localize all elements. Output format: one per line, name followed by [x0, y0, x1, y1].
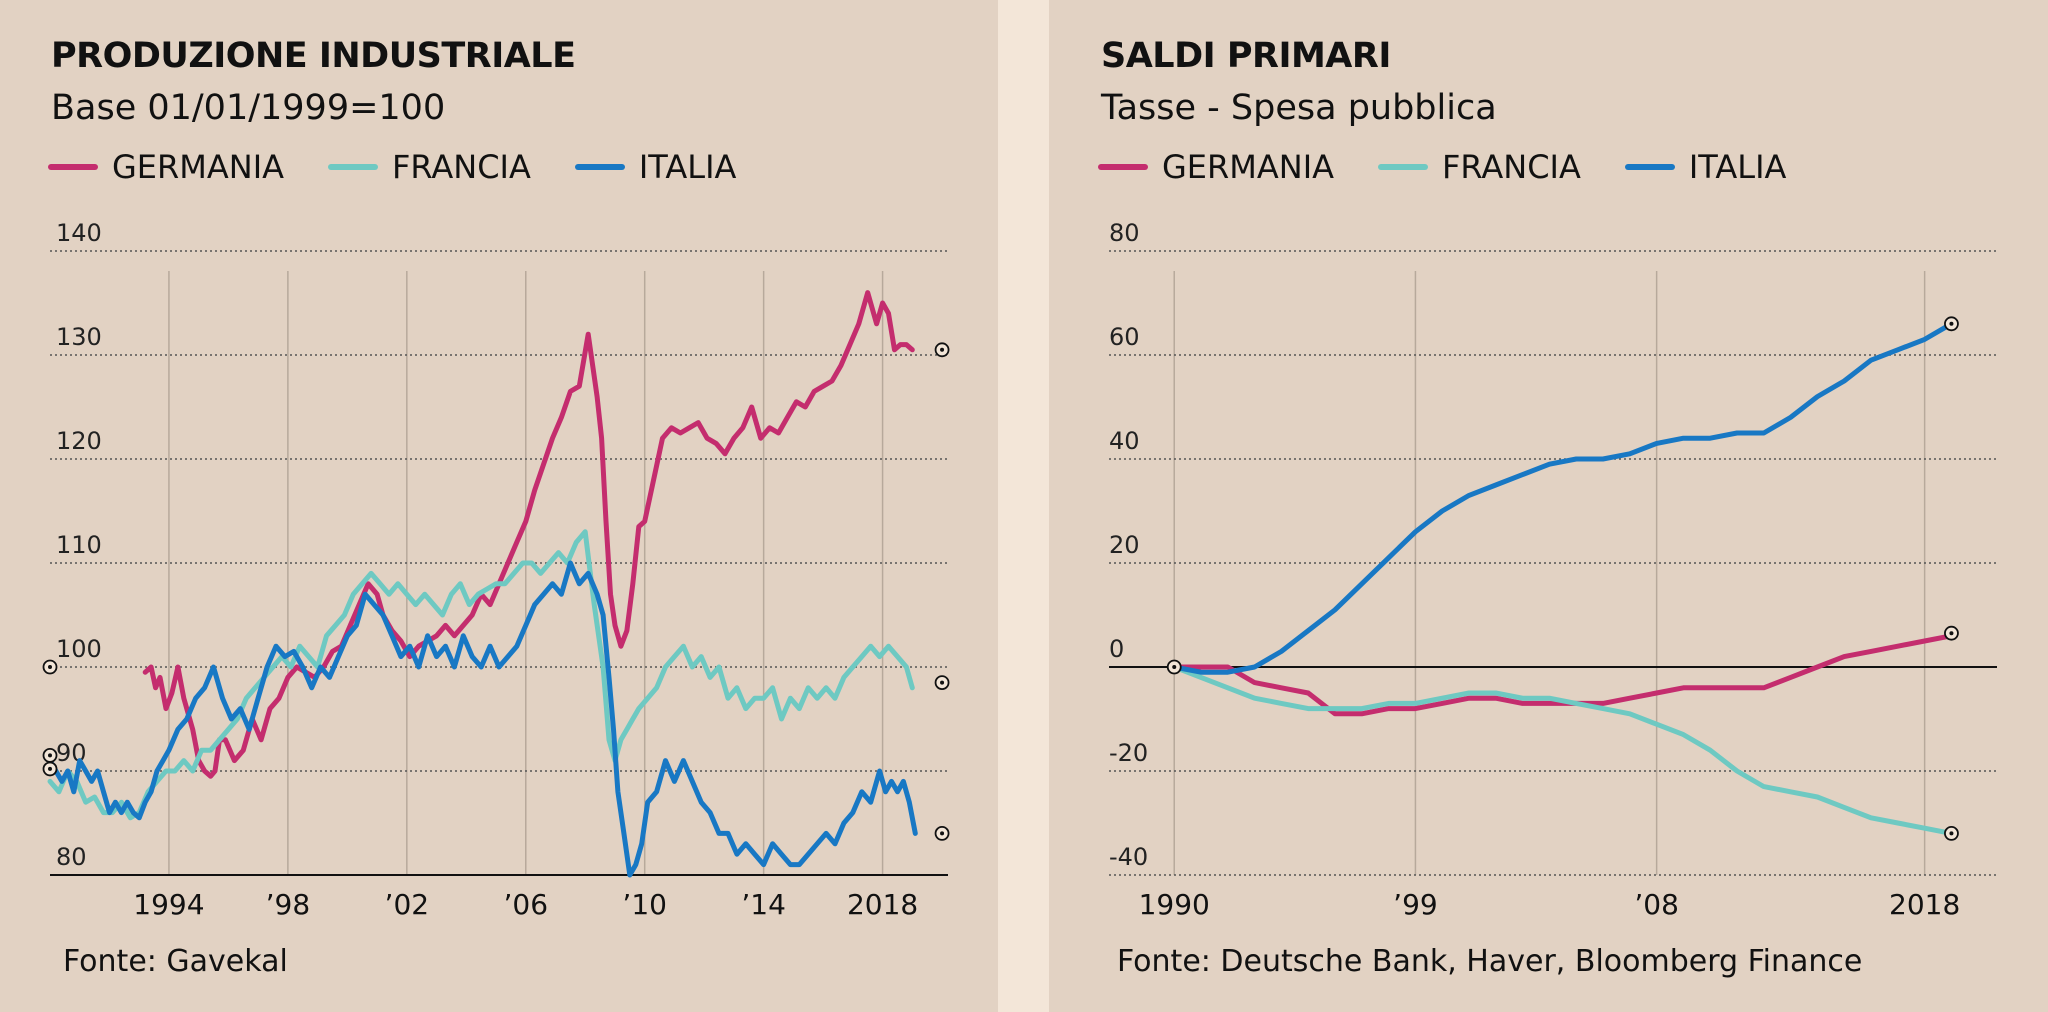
primary-balance-chart: 80 60 40 20 0 -20 -40 1990 ’99 ’08 2018 [1109, 219, 1997, 921]
series-line-germania [142, 290, 915, 779]
x-tick-label: ’08 [1634, 888, 1679, 921]
legend-swatch-germania [48, 164, 98, 170]
y-tick-label: 60 [1109, 323, 1140, 351]
end-marker-dot [48, 665, 52, 669]
legend: GERMANIA FRANCIA ITALIA [48, 147, 780, 187]
y-tick-label: 40 [1109, 427, 1140, 455]
series-line-francia [1171, 664, 1954, 836]
y-tick-label: -40 [1109, 843, 1148, 871]
chart-subtitle: Tasse - Spesa pubblica [1101, 88, 1497, 128]
series-line-francia [47, 529, 915, 821]
x-tick-label: 1990 [1139, 888, 1210, 921]
end-marker-dot [940, 347, 945, 352]
right-panel: SALDI PRIMARI Tasse - Spesa pubblica GER… [1049, 0, 2048, 1012]
y-tick-label: -20 [1109, 739, 1148, 767]
legend-label-germania: GERMANIA [1162, 148, 1335, 186]
legend-item-germania: GERMANIA [1098, 148, 1334, 186]
chart-source: Fonte: Gavekal [63, 944, 288, 979]
x-tick-label: ’98 [266, 888, 311, 921]
y-tick-label: 130 [56, 323, 102, 351]
end-marker-dot [1949, 321, 1954, 326]
legend-label-italia: ITALIA [638, 148, 737, 186]
legend-label-francia: FRANCIA [392, 148, 531, 186]
x-tick-label: ’06 [503, 888, 548, 921]
end-marker-dot [48, 766, 52, 771]
end-marker-dot [1949, 831, 1954, 836]
y-tick-label: 110 [56, 531, 102, 559]
legend-label-italia: ITALIA [1688, 148, 1787, 186]
end-marker-dot [940, 831, 945, 836]
legend-swatch-italia [1624, 164, 1675, 170]
chart-subtitle: Base 01/01/1999=100 [51, 88, 446, 128]
legend-swatch-germania [1098, 164, 1148, 170]
legend-swatch-francia [1378, 164, 1429, 170]
legend-item-germania: GERMANIA [48, 148, 284, 186]
legend-item-francia: FRANCIA [1378, 148, 1581, 186]
x-tick-label: 1994 [133, 888, 204, 921]
end-marker-dot [48, 753, 52, 758]
x-tick-label: ’14 [741, 888, 786, 921]
end-marker-dot [1949, 631, 1954, 636]
legend-label-francia: FRANCIA [1442, 148, 1581, 186]
series-line-germania [1171, 633, 1954, 717]
chart-title: PRODUZIONE INDUSTRIALE [51, 36, 576, 76]
series-line-italia [47, 560, 918, 878]
x-tick-label: 2018 [847, 888, 918, 921]
y-tick-label: 120 [56, 427, 102, 455]
x-tick-label: ’10 [622, 888, 667, 921]
legend-swatch-italia [574, 164, 625, 170]
legend-label-germania: GERMANIA [112, 148, 285, 186]
x-tick-label: 2018 [1889, 888, 1960, 921]
legend-item-italia: ITALIA [574, 148, 737, 186]
x-tick-label: ’99 [1393, 888, 1438, 921]
y-tick-label: 20 [1109, 531, 1140, 559]
chart-title: SALDI PRIMARI [1101, 36, 1391, 76]
legend-item-italia: ITALIA [1624, 148, 1787, 186]
end-marker-dot [940, 680, 945, 685]
legend-swatch-francia [328, 164, 379, 170]
y-tick-label: 0 [1109, 635, 1124, 663]
y-tick-label: 80 [1109, 219, 1140, 247]
chart-source: Fonte: Deutsche Bank, Haver, Bloomberg F… [1117, 944, 1863, 979]
x-tick-label: ’02 [385, 888, 430, 921]
y-tick-label: 100 [56, 635, 102, 663]
y-tick-label: 80 [56, 843, 87, 871]
legend: GERMANIA FRANCIA ITALIA [1098, 147, 1830, 187]
legend-item-francia: FRANCIA [328, 148, 531, 186]
y-tick-label: 140 [56, 219, 102, 247]
left-panel: PRODUZIONE INDUSTRIALE Base 01/01/1999=1… [0, 0, 998, 1012]
end-marker-dot [1172, 665, 1177, 669]
series-line-italia [1171, 321, 1954, 675]
